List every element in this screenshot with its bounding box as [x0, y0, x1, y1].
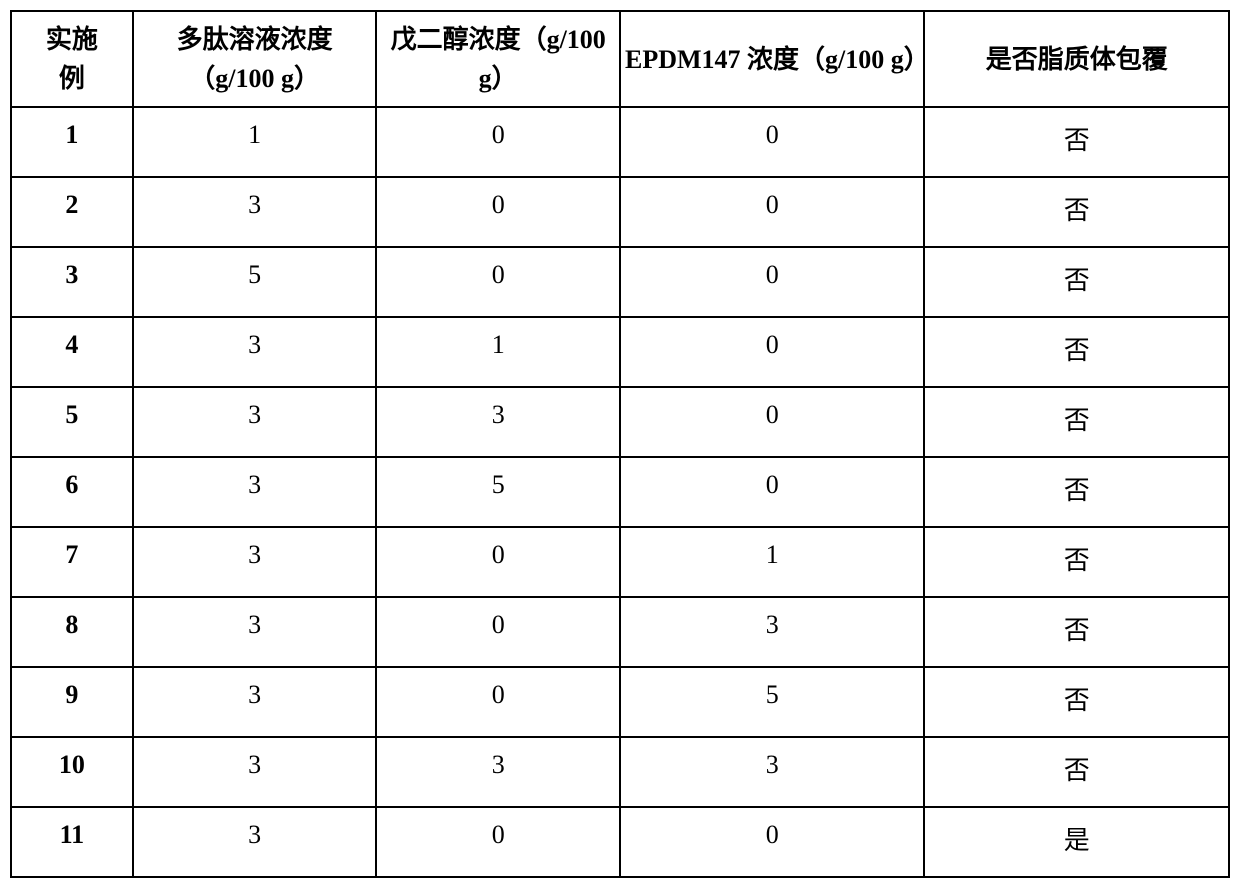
table-body: 1 1 0 0 否 2 3 0 0 否 3 5 0 0 否 4 3 1 0 否 — [11, 107, 1229, 877]
cell-liposome: 是 — [924, 807, 1229, 877]
cell-pentanediol: 3 — [376, 387, 620, 457]
cell-liposome: 否 — [924, 527, 1229, 597]
cell-example-no: 3 — [11, 247, 133, 317]
table-row: 10 3 3 3 否 — [11, 737, 1229, 807]
cell-epdm147: 0 — [620, 107, 925, 177]
cell-epdm147: 5 — [620, 667, 925, 737]
cell-peptide: 3 — [133, 387, 377, 457]
table-row: 2 3 0 0 否 — [11, 177, 1229, 247]
cell-peptide: 3 — [133, 667, 377, 737]
cell-pentanediol: 0 — [376, 527, 620, 597]
cell-peptide: 3 — [133, 177, 377, 247]
cell-liposome: 否 — [924, 457, 1229, 527]
cell-example-no: 9 — [11, 667, 133, 737]
cell-liposome: 否 — [924, 247, 1229, 317]
cell-pentanediol: 0 — [376, 177, 620, 247]
cell-peptide: 3 — [133, 527, 377, 597]
cell-epdm147: 0 — [620, 247, 925, 317]
table-row: 6 3 5 0 否 — [11, 457, 1229, 527]
cell-epdm147: 3 — [620, 737, 925, 807]
cell-example-no: 7 — [11, 527, 133, 597]
cell-liposome: 否 — [924, 667, 1229, 737]
cell-example-no: 2 — [11, 177, 133, 247]
table-row: 3 5 0 0 否 — [11, 247, 1229, 317]
cell-peptide: 3 — [133, 317, 377, 387]
cell-example-no: 1 — [11, 107, 133, 177]
cell-epdm147: 0 — [620, 807, 925, 877]
cell-liposome: 否 — [924, 177, 1229, 247]
cell-epdm147: 0 — [620, 317, 925, 387]
cell-pentanediol: 0 — [376, 107, 620, 177]
cell-epdm147: 0 — [620, 387, 925, 457]
header-epdm147-conc: EPDM147 浓度（g/100 g） — [620, 11, 925, 107]
cell-epdm147: 1 — [620, 527, 925, 597]
cell-pentanediol: 0 — [376, 807, 620, 877]
cell-pentanediol: 0 — [376, 597, 620, 667]
cell-example-no: 11 — [11, 807, 133, 877]
table-row: 4 3 1 0 否 — [11, 317, 1229, 387]
cell-epdm147: 0 — [620, 177, 925, 247]
cell-example-no: 4 — [11, 317, 133, 387]
cell-peptide: 1 — [133, 107, 377, 177]
cell-peptide: 5 — [133, 247, 377, 317]
cell-pentanediol: 0 — [376, 247, 620, 317]
cell-example-no: 10 — [11, 737, 133, 807]
cell-liposome: 否 — [924, 387, 1229, 457]
header-example-no: 实施例 — [11, 11, 133, 107]
table-header: 实施例 多肽溶液浓度（g/100 g） 戊二醇浓度（g/100 g） EPDM1… — [11, 11, 1229, 107]
cell-pentanediol: 3 — [376, 737, 620, 807]
header-row: 实施例 多肽溶液浓度（g/100 g） 戊二醇浓度（g/100 g） EPDM1… — [11, 11, 1229, 107]
header-liposome-coated: 是否脂质体包覆 — [924, 11, 1229, 107]
cell-peptide: 3 — [133, 597, 377, 667]
cell-example-no: 8 — [11, 597, 133, 667]
table-row: 11 3 0 0 是 — [11, 807, 1229, 877]
header-peptide-conc: 多肽溶液浓度（g/100 g） — [133, 11, 377, 107]
cell-epdm147: 3 — [620, 597, 925, 667]
cell-peptide: 3 — [133, 737, 377, 807]
table-row: 1 1 0 0 否 — [11, 107, 1229, 177]
cell-liposome: 否 — [924, 317, 1229, 387]
cell-peptide: 3 — [133, 457, 377, 527]
cell-example-no: 5 — [11, 387, 133, 457]
cell-pentanediol: 0 — [376, 667, 620, 737]
cell-epdm147: 0 — [620, 457, 925, 527]
table-row: 7 3 0 1 否 — [11, 527, 1229, 597]
cell-liposome: 否 — [924, 597, 1229, 667]
header-pentanediol-conc: 戊二醇浓度（g/100 g） — [376, 11, 620, 107]
cell-pentanediol: 5 — [376, 457, 620, 527]
cell-pentanediol: 1 — [376, 317, 620, 387]
table-row: 9 3 0 5 否 — [11, 667, 1229, 737]
experiment-data-table: 实施例 多肽溶液浓度（g/100 g） 戊二醇浓度（g/100 g） EPDM1… — [10, 10, 1230, 878]
cell-liposome: 否 — [924, 737, 1229, 807]
cell-example-no: 6 — [11, 457, 133, 527]
table-row: 8 3 0 3 否 — [11, 597, 1229, 667]
cell-liposome: 否 — [924, 107, 1229, 177]
cell-peptide: 3 — [133, 807, 377, 877]
table-row: 5 3 3 0 否 — [11, 387, 1229, 457]
